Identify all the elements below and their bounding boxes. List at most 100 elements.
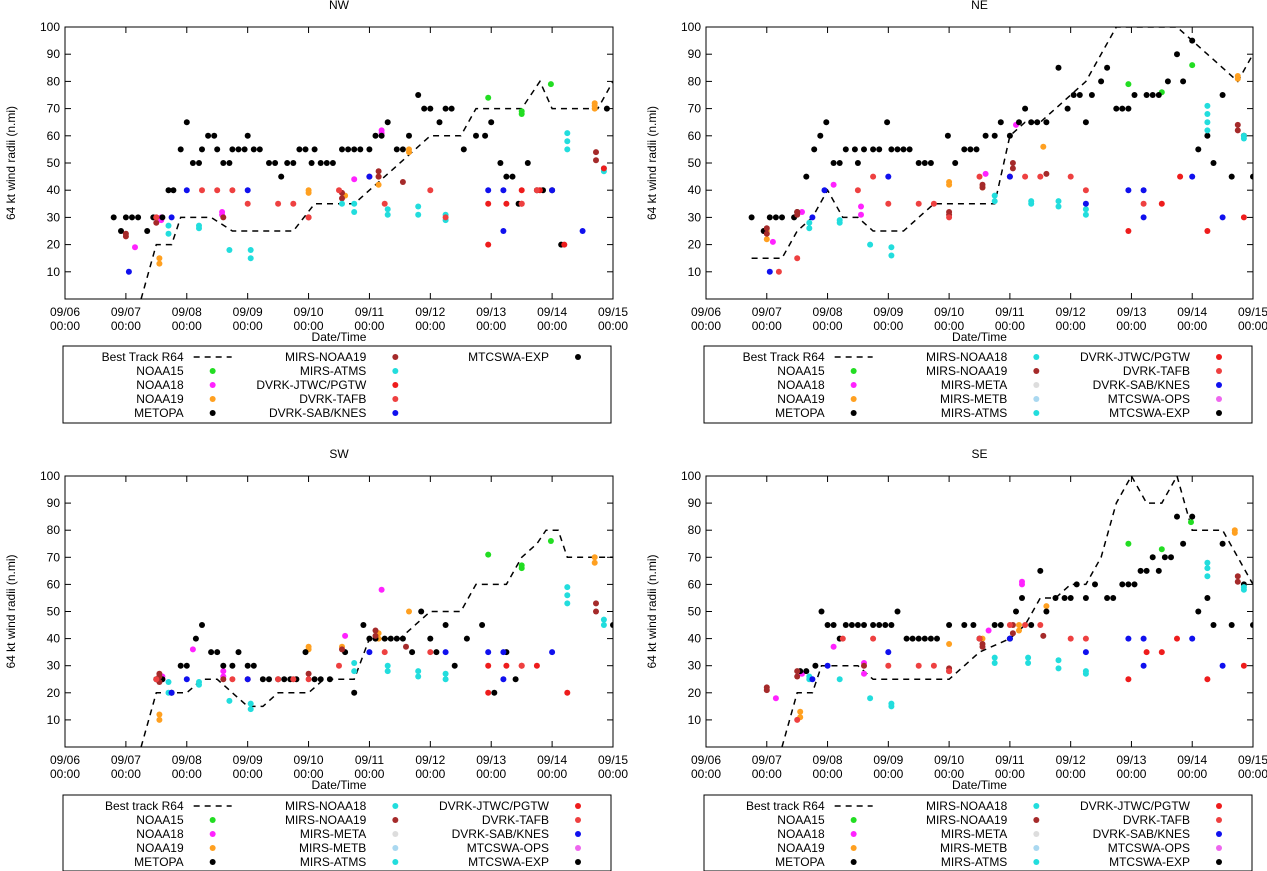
point-noaa15 [547,81,554,88]
point-noaa19 [305,643,312,650]
point-mirs-noaa18 [1204,565,1211,572]
point-dvrk-jtwc-pgtw [1204,676,1211,683]
point-metopa [393,635,400,642]
legend-label: MTCSWA-EXP [468,350,549,364]
point-metopa [214,146,221,153]
point-metopa [973,146,980,153]
legend-dot-swatch [850,410,857,416]
point-mirs-noaa18 [564,584,571,591]
point-dvrk-tafb [870,635,877,642]
point-metopa [884,119,891,126]
point-dvrk-sab-knes [549,187,556,194]
point-metopa [177,662,184,669]
point-dvrk-tafb [229,187,236,194]
legend-dot-swatch [1033,845,1040,851]
point-mirs-noaa19 [946,209,953,215]
x-tick-time-label: 00:00 [354,767,384,781]
point-mirs-noaa18 [1028,200,1035,207]
legend-label: MIRS-ATMS [300,855,366,869]
point-dvrk-sab-knes [1125,635,1132,642]
y-tick-label: 40 [47,183,61,197]
point-metopa [317,160,324,166]
x-tick-time-label: 00:00 [111,319,141,333]
point-dvrk-sab-knes [244,187,251,194]
legend-label: NOAA19 [136,841,184,855]
point-mirs-noaa18 [991,192,998,199]
x-tick-date-label: 09/14 [537,753,567,767]
point-mirs-noaa19 [861,662,867,669]
legend-dot-swatch [209,859,216,865]
point-noaa19 [305,187,312,194]
point-metopa [421,105,428,112]
y-tick-label: 50 [688,156,702,170]
point-dvrk-sab-knes [183,676,190,683]
point-dvrk-tafb [381,200,388,207]
point-metopa [1228,173,1235,180]
point-metopa [888,622,895,628]
point-dvrk-jtwc-pgtw [564,689,571,696]
legend-label: NOAA19 [136,392,184,406]
point-noaa18 [772,695,779,702]
x-tick-time-label: 00:00 [415,767,445,781]
point-metopa [399,635,406,642]
point-dvrk-sab-knes [1140,635,1147,642]
point-dvrk-sab-knes [821,187,828,194]
x-tick-date-label: 09/06 [50,753,80,767]
point-metopa [1098,78,1105,85]
point-dvrk-tafb [839,635,846,642]
legend-label: METOPA [775,406,825,420]
point-metopa [256,146,263,153]
point-metopa [183,662,190,669]
y-tick-label: 90 [688,47,702,61]
point-mirs-noaa18 [888,252,895,259]
x-tick-time-label: 00:00 [294,319,324,333]
point-mirs-noaa18 [806,225,813,232]
point-dvrk-jtwc-pgtw [1158,200,1165,207]
point-metopa [854,622,861,628]
point-metopa [1131,581,1138,588]
y-tick-label: 90 [688,496,702,510]
legend-label: MIRS-METB [940,841,1007,855]
point-metopa [861,146,867,153]
plot-frame [64,475,614,748]
legend-dot-swatch [209,831,216,837]
point-dvrk-tafb [1037,622,1044,628]
x-tick-date-label: 09/09 [873,305,903,319]
point-noaa15 [485,94,492,101]
point-dvrk-tafb [199,187,205,194]
point-noaa18 [830,181,837,188]
point-dvrk-tafb [336,662,342,669]
point-metopa [415,92,422,98]
point-mirs-noaa18 [1082,206,1089,213]
point-noaa19 [156,260,163,267]
point-metopa [748,214,755,221]
legend-dot-swatch [850,382,857,388]
point-dvrk-tafb [244,200,251,207]
point-mirs-atms [384,206,391,213]
y-tick-label: 100 [40,20,60,34]
point-mirs-noaa19 [593,608,599,615]
point-dvrk-tafb [946,668,953,675]
point-metopa [854,160,861,166]
point-metopa [1189,37,1196,44]
point-metopa [818,608,825,615]
point-metopa [122,214,129,221]
x-tick-time-label: 00:00 [294,767,324,781]
point-mirs-atms [415,203,422,210]
point-dvrk-sab-knes [366,649,373,656]
point-mirs-noaa19 [1009,165,1016,172]
x-tick-date-label: 09/15 [1238,305,1267,319]
y-tick-label: 60 [688,577,702,591]
point-noaa18 [861,670,867,677]
x-tick-date-label: 09/15 [1238,753,1267,767]
point-metopa [1034,119,1041,126]
point-mirs-noaa19 [763,230,770,237]
legend-dot-swatch [392,354,399,360]
x-tick-date-label: 09/06 [691,753,721,767]
point-metopa [451,662,458,669]
legend-dot-swatch [392,382,399,388]
